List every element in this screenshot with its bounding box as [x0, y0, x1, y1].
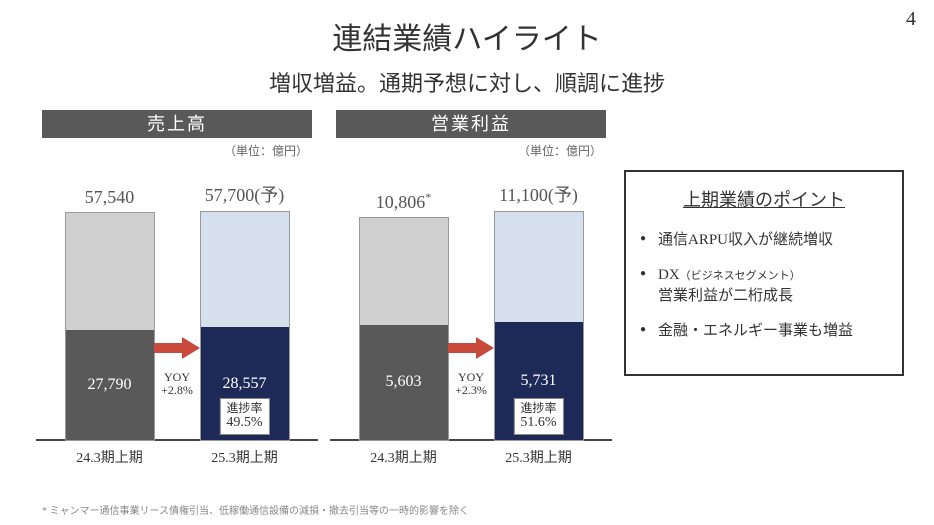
chart-title: 営業利益 [336, 110, 606, 138]
chart-block: 売上高（単位：億円） 57,540 27,790 57,700(予)28,557進捗率… [42, 110, 312, 467]
bar-group: 57,540 27,790 [65, 187, 155, 441]
bar-top-label: 11,100(予) [499, 181, 578, 207]
axis-label: 24.3期上期 [370, 447, 437, 467]
points-box-title: 上期業績のポイント [640, 186, 888, 212]
points-list: 通信ARPU収入が継続増収 DX（ビジネスセグメント）営業利益が二桁成長金融・エネ… [640, 230, 888, 342]
bar-top-label: 57,700(予) [205, 181, 285, 207]
arrow-icon [154, 337, 200, 359]
page-number: 4 [906, 8, 916, 31]
points-item: 通信ARPU収入が継続増収 [640, 230, 888, 251]
chart-block: 営業利益（単位：億円） 10,806* 5,603 11,100(予)5,731進捗率… [336, 110, 606, 467]
bar-segment: 5,603 [360, 325, 448, 440]
slide-title: 連結業績ハイライト [0, 0, 934, 58]
bar-top-label: 57,540 [85, 187, 135, 208]
bar-segment [66, 213, 154, 331]
progress-tag: 進捗率49.5% [219, 398, 269, 435]
charts-container: 売上高（単位：億円）57,54027,79057,700(予)28,557進捗率… [42, 110, 606, 467]
bar-segment [201, 212, 289, 327]
bar-segment: 27,790 [66, 330, 154, 440]
bar: 5,603 [359, 217, 449, 441]
axis-label: 25.3期上期 [505, 447, 572, 467]
chart-title: 売上高 [42, 110, 312, 138]
bar-top-label: 10,806* [376, 190, 432, 213]
axis-labels: 24.3期上期 25.3期上期 [42, 447, 312, 467]
arrow-icon [448, 337, 494, 359]
bar: 27,790 [65, 212, 155, 441]
bars-row: 10,806* 5,603 11,100(予)5,731進捗率51.6% YOY+2.… [336, 161, 606, 441]
axis-labels: 24.3期上期 25.3期上期 [336, 447, 606, 467]
bar-group: 57,700(予)28,557進捗率49.5% [200, 181, 290, 441]
yoy-label: YOY+2.8% [161, 371, 193, 397]
main-row: 売上高（単位：億円）57,54027,79057,700(予)28,557進捗率… [0, 98, 934, 467]
axis-label: 24.3期上期 [76, 447, 143, 467]
chart-unit: （単位：億円） [42, 138, 312, 159]
bar-segment [495, 212, 583, 322]
chart-unit: （単位：億円） [336, 138, 606, 159]
points-box: 上期業績のポイント 通信ARPU収入が継続増収 DX（ビジネスセグメント）営業利益… [624, 170, 904, 376]
footnote: * ミャンマー通信事業リース債権引当、低稼働通信設備の減損・撤去引当等の一時的影… [42, 502, 469, 517]
progress-tag: 進捗率51.6% [513, 398, 563, 435]
yoy-label: YOY+2.3% [455, 371, 487, 397]
slide-subtitle: 増収増益。通期予想に対し、順調に進捗 [0, 58, 934, 98]
bar-group: 11,100(予)5,731進捗率51.6% [494, 181, 584, 441]
bar-segment [360, 218, 448, 325]
points-item: 金融・エネルギー事業も増益 [640, 321, 888, 342]
points-item: DX（ビジネスセグメント）営業利益が二桁成長 [640, 265, 888, 307]
axis-label: 25.3期上期 [211, 447, 278, 467]
bar-group: 10,806* 5,603 [359, 190, 449, 441]
bars-row: 57,540 27,790 57,700(予)28,557進捗率49.5% YOY+2… [42, 161, 312, 441]
